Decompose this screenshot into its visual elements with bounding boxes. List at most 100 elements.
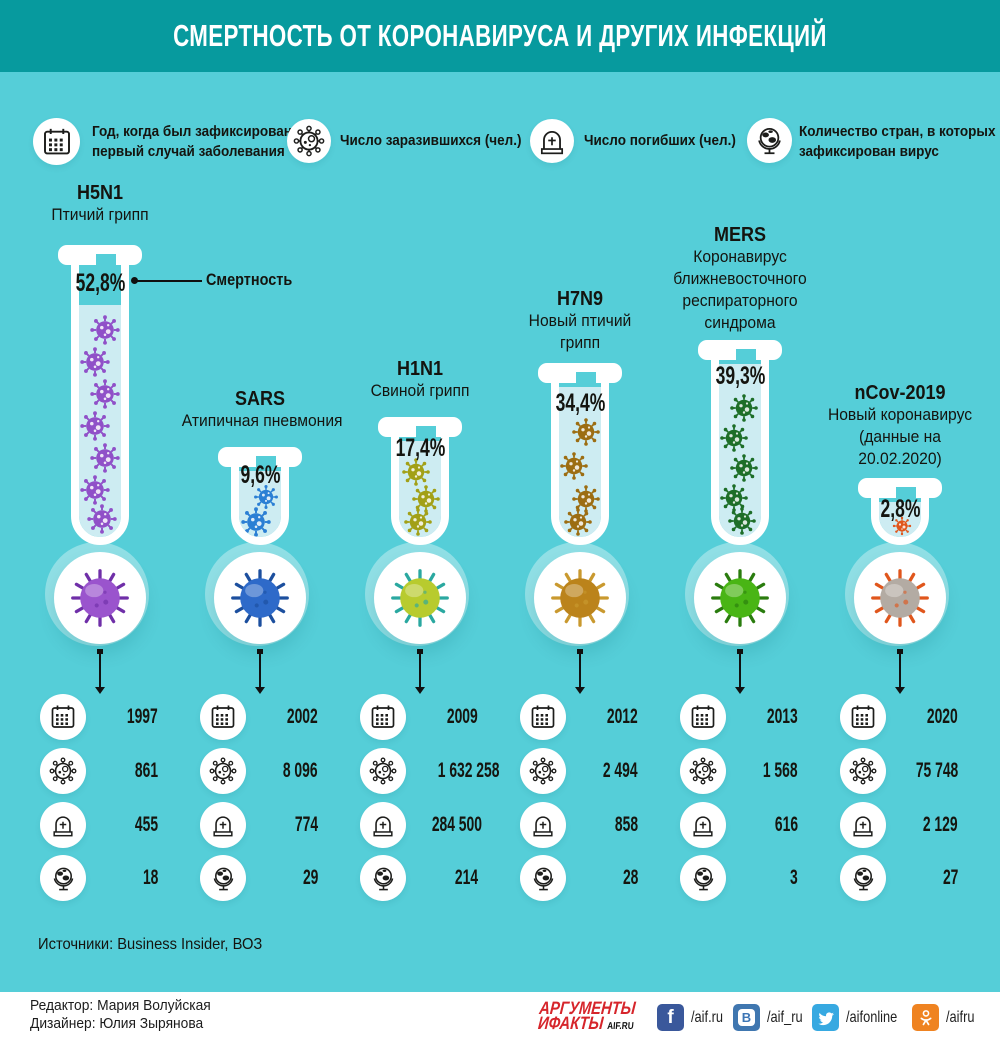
countries-row: 18 <box>40 855 158 901</box>
year-value: 1997 <box>127 705 158 728</box>
globe-icon <box>370 865 397 892</box>
virus-icon <box>849 757 877 785</box>
virus-icon <box>529 757 557 785</box>
footer-bar: Редактор: Мария Волуйская Дизайнер: Юлия… <box>0 992 1000 1050</box>
countries-value: 28 <box>622 866 638 889</box>
odnoklassniki-icon[interactable] <box>912 1004 939 1031</box>
tombstone-icon <box>530 812 556 838</box>
year-value: 2020 <box>927 705 958 728</box>
deaths-value: 455 <box>134 813 158 836</box>
year-value: 2002 <box>287 705 318 728</box>
virus-illustration <box>205 542 309 646</box>
year-value: 2009 <box>447 705 478 728</box>
infected-row: 75 748 <box>840 748 958 794</box>
page-title: СМЕРТНОСТЬ ОТ КОРОНАВИРУСА И ДРУГИХ ИНФЕ… <box>173 18 827 53</box>
countries-row: 29 <box>200 855 318 901</box>
column-header: SARS Атипичная пневмония <box>181 388 343 430</box>
globe-icon <box>530 865 557 892</box>
down-arrow <box>255 649 265 694</box>
deaths-row: 774 <box>200 802 318 848</box>
infected-value: 2 494 <box>603 759 638 782</box>
mortality-value: 2,8% <box>880 495 920 523</box>
test-tube <box>858 478 942 545</box>
mortality-value: 39,3% <box>715 362 765 390</box>
virus-ball-icon <box>67 565 133 631</box>
deaths-row: 455 <box>40 802 158 848</box>
virus-illustration <box>525 542 629 646</box>
facebook-icon[interactable]: f <box>657 1004 684 1031</box>
infected-row: 1 632 258 <box>360 748 499 794</box>
infected-row: 2 494 <box>520 748 638 794</box>
down-arrow <box>415 649 425 694</box>
column-mers: MERS Коронавирус ближневосточного респир… <box>655 0 825 1050</box>
deaths-value: 616 <box>774 813 798 836</box>
mortality-callout-label: Смертность <box>206 270 293 289</box>
virus-illustration <box>45 542 149 646</box>
countries-value: 29 <box>302 866 318 889</box>
deaths-value: 2 129 <box>923 813 958 836</box>
vk-link[interactable]: B /aif_ru <box>733 1004 811 1031</box>
year-row: 2002 <box>200 694 318 740</box>
tombstone-icon <box>850 812 876 838</box>
calendar-icon <box>49 703 77 731</box>
countries-value: 27 <box>942 866 958 889</box>
year-row: 2009 <box>360 694 478 740</box>
calendar-icon <box>529 703 557 731</box>
legend-calendar-label: Год, когда был зафиксирован первый случа… <box>92 123 292 160</box>
year-value: 2013 <box>767 705 798 728</box>
calendar-icon <box>849 703 877 731</box>
legend-infected-circle <box>287 119 331 163</box>
legend-deaths-circle <box>530 119 574 163</box>
infected-value: 1 568 <box>763 759 798 782</box>
column-header: H5N1 Птичий грипп <box>15 182 185 226</box>
twitter-bird-icon[interactable] <box>812 1004 839 1031</box>
calendar-icon <box>369 703 397 731</box>
twitter-link[interactable]: /aifonline <box>812 1004 910 1031</box>
ok-link[interactable]: /aifru <box>912 1004 982 1031</box>
virus-icon <box>689 757 717 785</box>
facebook-link[interactable]: f /aif.ru <box>657 1004 731 1031</box>
virus-code: H5N1 <box>76 182 124 204</box>
down-arrow <box>735 649 745 694</box>
deaths-value: 858 <box>614 813 638 836</box>
virus-ball-icon <box>227 565 293 631</box>
virus-icon <box>369 757 397 785</box>
facebook-handle: /aif.ru <box>691 1008 724 1026</box>
callout-dot <box>131 277 138 284</box>
tombstone-icon <box>690 812 716 838</box>
down-arrow <box>575 649 585 694</box>
twitter-handle: /aifonline <box>846 1008 898 1026</box>
globe-icon <box>690 865 717 892</box>
ok-handle: /aifru <box>946 1008 975 1026</box>
legend-calendar-circle <box>33 118 80 165</box>
tombstone-icon <box>370 812 396 838</box>
column-ncov2019: nCov-2019 Новый коронавирус (данные на 2… <box>815 0 985 1050</box>
infected-value: 861 <box>134 759 158 782</box>
deaths-row: 2 129 <box>840 802 958 848</box>
callout-line <box>136 280 202 282</box>
calendar-icon <box>689 703 717 731</box>
mortality-value: 9,6% <box>240 461 280 489</box>
countries-row: 214 <box>360 855 478 901</box>
calendar-icon <box>209 703 237 731</box>
credits: Редактор: Мария Волуйская Дизайнер: Юлия… <box>30 997 211 1033</box>
globe-icon <box>210 865 237 892</box>
virus-illustration <box>365 542 469 646</box>
legend-countries-circle <box>747 118 792 163</box>
vk-icon[interactable]: B <box>733 1004 760 1031</box>
infected-row: 8 096 <box>200 748 318 794</box>
designer-credit: Дизайнер: Юлия Зырянова <box>30 1015 204 1032</box>
year-row: 2013 <box>680 694 798 740</box>
virus-ball-icon <box>867 565 933 631</box>
column-h7n9: H7N9 Новый птичий грипп 34,4% 2012 2 49 <box>495 0 665 1050</box>
tombstone-icon <box>210 812 236 838</box>
virus-code: SARS <box>234 388 286 410</box>
virus-code: nCov-2019 <box>854 382 946 404</box>
infected-value: 1 632 258 <box>437 759 500 782</box>
legend-infected-label: Число заразившихся (чел.) <box>340 132 522 149</box>
globe-icon <box>850 865 877 892</box>
editor-credit: Редактор: Мария Волуйская <box>30 997 211 1014</box>
legend-deaths-label: Число погибших (чел.) <box>584 132 736 149</box>
legend-countries-label: Количество стран, в которых зафиксирован… <box>799 123 996 160</box>
